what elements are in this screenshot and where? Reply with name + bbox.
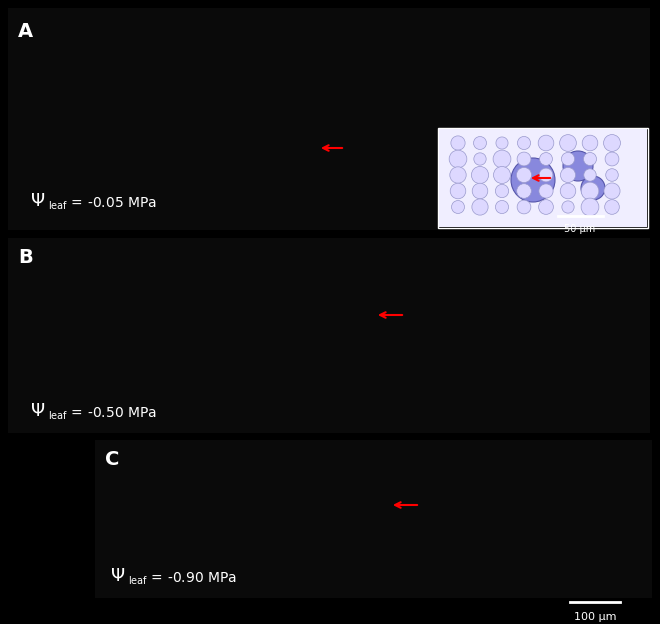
Circle shape [540,153,552,165]
Circle shape [560,135,576,152]
Circle shape [517,200,531,214]
Circle shape [472,199,488,215]
Circle shape [539,168,553,182]
Bar [8,8,650,230]
Bar [8,238,650,433]
Circle shape [517,183,531,198]
Circle shape [450,183,466,199]
Circle shape [604,183,620,199]
Text: $_\mathrm{leaf}$ = -0.05 MPa: $_\mathrm{leaf}$ = -0.05 MPa [48,195,157,212]
Circle shape [538,135,554,151]
Circle shape [517,152,531,166]
Text: $_\mathrm{leaf}$ = -0.50 MPa: $_\mathrm{leaf}$ = -0.50 MPa [48,406,157,422]
Text: $_\mathrm{leaf}$ = -0.90 MPa: $_\mathrm{leaf}$ = -0.90 MPa [128,570,237,587]
Circle shape [496,184,509,198]
Circle shape [474,153,486,165]
Circle shape [560,167,576,183]
Circle shape [605,200,619,214]
Circle shape [472,183,488,199]
Circle shape [494,167,510,183]
Circle shape [450,167,466,183]
Circle shape [449,150,467,168]
Circle shape [581,176,605,200]
Circle shape [563,151,593,181]
Text: A: A [18,22,33,41]
Text: B: B [18,248,33,267]
Circle shape [451,136,465,150]
Circle shape [583,152,597,165]
Circle shape [605,152,619,166]
Circle shape [451,200,465,213]
Circle shape [584,169,596,181]
Bar [95,440,652,598]
Circle shape [581,198,599,216]
Text: $\Psi$: $\Psi$ [110,567,125,585]
Text: C: C [105,450,119,469]
Circle shape [562,152,575,165]
Circle shape [560,183,576,199]
Circle shape [496,137,508,149]
Text: $\Psi$: $\Psi$ [30,192,45,210]
Text: 100 μm: 100 μm [574,612,616,622]
Circle shape [582,135,598,151]
Circle shape [511,158,555,202]
Circle shape [562,201,574,213]
Circle shape [517,137,531,150]
Circle shape [539,184,553,198]
Circle shape [516,167,531,183]
Circle shape [581,182,599,200]
Bar [439,129,647,227]
Text: $\Psi$: $\Psi$ [30,402,45,420]
Circle shape [604,135,620,152]
Circle shape [606,168,618,182]
Text: 50 μm: 50 μm [564,224,595,234]
Circle shape [471,167,488,183]
Circle shape [496,200,509,213]
Circle shape [493,150,511,168]
Circle shape [539,200,553,215]
Circle shape [473,137,486,150]
Bar [438,128,648,228]
